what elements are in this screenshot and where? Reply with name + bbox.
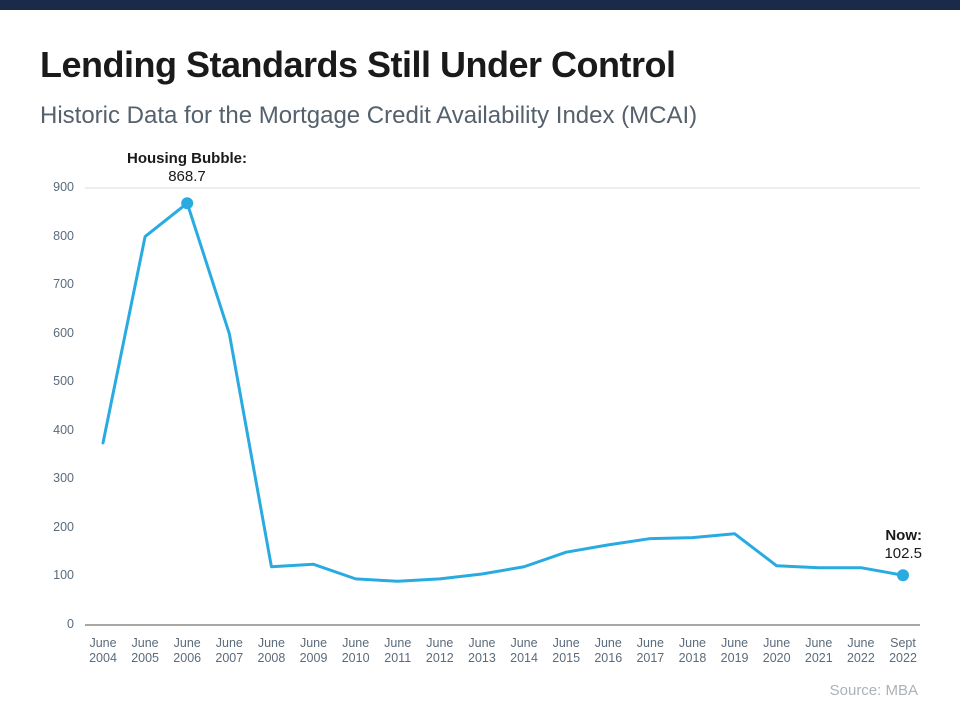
x-tick-label: June 2020 [762, 636, 791, 665]
y-tick-label: 500 [53, 374, 74, 389]
y-tick-label: 300 [53, 471, 74, 486]
source-credit: Source: MBA [829, 682, 918, 699]
data-point-marker [181, 197, 194, 210]
y-tick-label: 100 [53, 568, 74, 583]
page-title: Lending Standards Still Under Control [40, 44, 676, 85]
annotation-housing-bubble-label: Housing Bubble: [127, 150, 247, 167]
annotation-housing-bubble-value: 868.7 [168, 168, 206, 185]
annotation-housing-bubble: Housing Bubble: 868.7 [102, 150, 272, 186]
annotation-now: Now: 102.5 [802, 527, 922, 563]
x-tick-label: June 2013 [468, 636, 496, 665]
x-tick-label: June 2004 [89, 636, 117, 665]
x-tick-label: June 2016 [594, 636, 623, 665]
x-tick-label: June 2019 [720, 636, 749, 665]
x-tick-label: Sept 2022 [889, 636, 917, 665]
y-tick-label: 200 [53, 519, 74, 534]
y-tick-label: 400 [53, 422, 74, 437]
y-tick-label: 700 [53, 277, 74, 292]
x-tick-label: June 2005 [131, 636, 159, 665]
x-tick-label: June 2018 [678, 636, 707, 665]
x-tick-label: June 2007 [215, 636, 244, 665]
annotation-now-value: 102.5 [884, 545, 922, 562]
x-tick-label: June 2012 [425, 636, 454, 665]
y-tick-label: 800 [53, 228, 74, 243]
x-tick-label: June 2014 [510, 636, 538, 665]
page-subtitle: Historic Data for the Mortgage Credit Av… [40, 102, 698, 129]
x-tick-label: June 2008 [257, 636, 286, 665]
x-tick-label: June 2010 [341, 636, 370, 665]
top-accent-bar [0, 0, 960, 10]
data-point-marker [897, 569, 909, 582]
y-tick-label: 0 [67, 617, 74, 631]
annotation-now-label: Now: [885, 527, 922, 544]
x-tick-label: June 2011 [384, 636, 412, 665]
x-tick-label: June 2022 [846, 636, 875, 665]
x-tick-label: June 2015 [552, 636, 581, 665]
y-tick-label: 600 [53, 325, 74, 340]
x-tick-label: June 2017 [636, 636, 665, 665]
x-tick-label: June 2021 [804, 636, 833, 665]
x-tick-label: June 2009 [299, 636, 328, 665]
x-tick-label: June 2006 [173, 636, 202, 665]
y-tick-label: 900 [53, 180, 74, 194]
